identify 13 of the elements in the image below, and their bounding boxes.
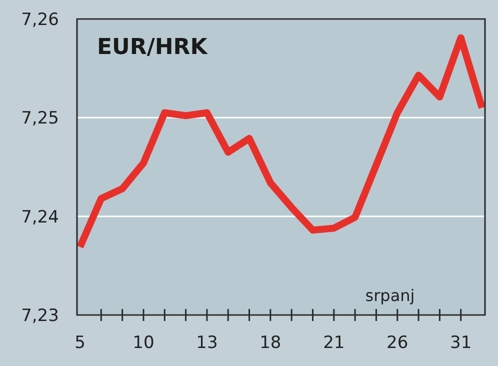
x-tick-label: 13 xyxy=(196,333,218,353)
y-tick-label: 7,25 xyxy=(21,108,59,129)
x-tick-label: 5 xyxy=(74,333,86,353)
x-tick-label: 31 xyxy=(450,333,472,353)
x-tick-label: 26 xyxy=(386,333,408,353)
y-tick-label: 7,23 xyxy=(21,306,59,326)
x-tick-label: 18 xyxy=(260,333,282,353)
y-tick-label: 7,26 xyxy=(21,10,59,30)
x-axis-title: srpanj xyxy=(365,286,415,305)
text: EUR/HRK xyxy=(97,35,208,60)
x-tick-label: 21 xyxy=(323,333,345,353)
y-tick-label: 7,24 xyxy=(21,207,59,228)
x-tick-label: 10 xyxy=(132,333,154,353)
